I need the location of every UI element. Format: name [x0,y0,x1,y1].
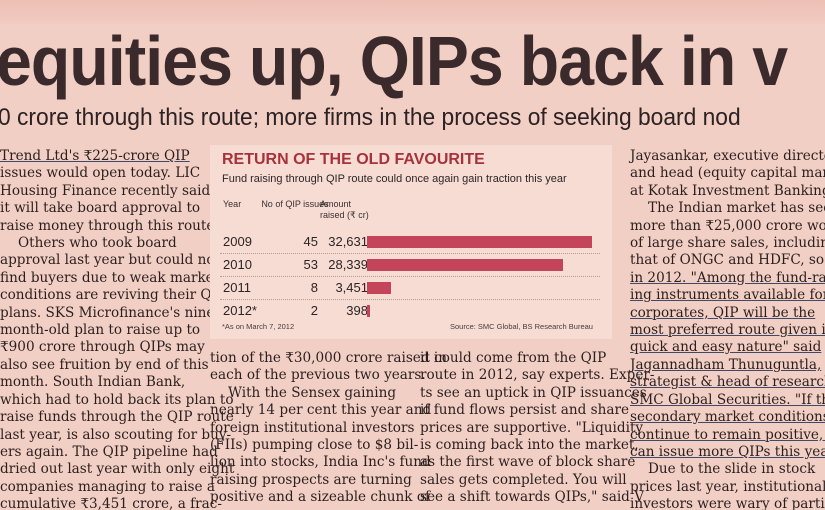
amount-bar [367,282,391,294]
text-line: Due to the slide in stock [648,461,816,478]
year-label: 2011 [223,280,251,295]
text-line: continue to remain positive, we [630,426,825,443]
text-line: of large share sales, including [630,235,825,252]
text-line: at Kotak Investment Banking. [630,182,825,199]
row-divider [220,299,600,300]
text-line: Jagannadham Thunuguntla, [630,356,822,373]
amount-bar [367,236,593,248]
issues-value: 45 [303,234,318,249]
text-line: (FIIs) pumping close to $8 bil- [210,437,419,454]
chart-row: 2010 53 28,339 [210,254,612,276]
text-line: investors were wary of partici- [630,496,825,510]
faded-text [70,2,74,15]
text-line: raise money through this route. [0,217,219,234]
issues-value: 53 [303,257,318,272]
text-line: most preferred route given its [630,322,825,339]
article-column-4: Jayasankar, executive director and head (… [630,148,825,510]
text-line: ers again. The QIP pipeline had [0,443,218,460]
year-label: 2010 [223,257,252,272]
text-line: raising prospects are turning [210,471,412,488]
text-line: foreign institutional investors [210,419,415,436]
text-line: if fund flows persist and share [420,402,630,419]
col-header-year: Year [223,199,242,209]
article-column-3: it could come from the QIP route in 2012,… [420,350,655,507]
text-line: corporates, QIP will be the [630,304,816,321]
text-line: and head (equity capital market) [630,165,825,182]
text-line: positive and a sizeable chunk of [210,489,431,506]
text-line: ing instruments available for [630,287,825,304]
text-line: SMC Global Securities. "If the [630,391,825,408]
text-line: dried out last year with only eight [0,461,235,478]
text-line: secondary market conditions [630,409,825,426]
text-line: find buyers due to weak market [0,269,220,286]
amount-bar [367,305,370,317]
text-line: cumulative ₹3,451 crore, a frac- [0,496,222,510]
chart-row: 2012* 2 398 [210,300,612,322]
col-header-issues: No of QIP issues [261,199,329,209]
text-line: see a shift towards QIPs," said V [420,489,645,506]
text-line: also see fruition by end of this [0,356,209,373]
text-line: With the Sensex gaining [228,384,397,401]
text-line: approval last year but could not [0,252,221,269]
amount-label: 32,631 [328,234,368,249]
chart-footnote: *As on March 7, 2012 [222,322,295,331]
text-line: plans. SKS Microfinance's nine- [0,304,220,321]
text-line: Others who took board [18,235,177,252]
chart-row: 2011 8 3,451 [210,277,612,299]
amount-bar [367,259,563,271]
text-line: it will take board approval to [0,200,201,217]
amount-label: 28,339 [328,257,368,272]
text-line: more than ₹25,000 crore worth [630,217,825,234]
chart-subtitle: Fund raising through QIP route could onc… [222,173,567,185]
text-line: that of ONGC and HDFC, so far [630,252,825,269]
text-line: ₹900 crore through QIPs may [0,339,205,356]
text-line: which had to hold back its plan to [0,391,234,408]
chart-title: RETURN OF THE OLD FAVOURITE [222,151,485,168]
amount-label: 3,451 [335,280,368,295]
row-divider [220,276,600,277]
text-line: strategist & head of research, [630,374,825,391]
chart-source: Source: SMC Global, BS Research Bureau [450,322,593,331]
year-label: 2009 [223,234,252,249]
headline: equities up, QIPs back in v [0,22,788,100]
text-line: last year, is also scouting for buy- [0,426,232,443]
article-column-1: Trend Ltd's ₹225-crore QIP issues would o… [0,148,235,510]
article-column-2: tion of the ₹30,000 crore raised in each … [210,350,447,507]
previous-page-strip [0,0,825,24]
text-line: sales gets completed. You will [420,471,627,488]
issues-value: 8 [310,280,318,295]
text-line: companies managing to raise a [0,478,215,495]
text-line: each of the previous two years. [210,367,426,384]
text-line: can issue more QIPs this year." [630,443,825,460]
year-label: 2012* [223,303,257,318]
text-line: is coming back into the market, [420,437,639,454]
text-line: raise funds through the QIP route [0,409,234,426]
amount-label: 398 [346,303,368,318]
text-line: as the first wave of block share [420,454,636,471]
text-line: it could come from the QIP [420,350,607,366]
text-line: nearly 14 per cent this year and [210,402,432,419]
text-line: tion of the ₹30,000 crore raised in [210,350,447,366]
text-line: prices last year, institutional [630,478,825,495]
text-line: Housing Finance recently said [0,182,211,199]
text-line: Trend Ltd's ₹225-crore QIP [0,148,190,164]
text-line: in 2012. "Among the fund-rais- [630,269,825,286]
text-line: ts see an uptick in QIP issuances [420,384,647,401]
text-line: month. South Indian Bank, [0,374,186,391]
chart-row: 2009 45 32,631 [210,231,612,253]
col-header-amount: Amount raised (₹ cr) [320,199,369,220]
chart-infobox: RETURN OF THE OLD FAVOURITE Fund raising… [210,145,612,339]
subheadline: 0 crore through this route; more firms i… [0,104,741,131]
text-line: Jayasankar, executive director [630,148,825,164]
text-line: route in 2012, say experts. Exper- [420,367,655,384]
issues-value: 2 [310,303,318,318]
text-line: lion into stocks, India Inc's fund [210,454,431,471]
text-line: conditions are reviving their QIP [0,287,227,304]
text-line: prices are supportive. "Liquidity [420,419,644,436]
text-line: month-old plan to raise up to [0,322,201,339]
text-line: quick and easy nature" said [630,339,822,356]
text-line: issues would open today. LIC [0,165,201,182]
text-line: The Indian market has seen [648,200,825,217]
row-divider [220,253,600,254]
